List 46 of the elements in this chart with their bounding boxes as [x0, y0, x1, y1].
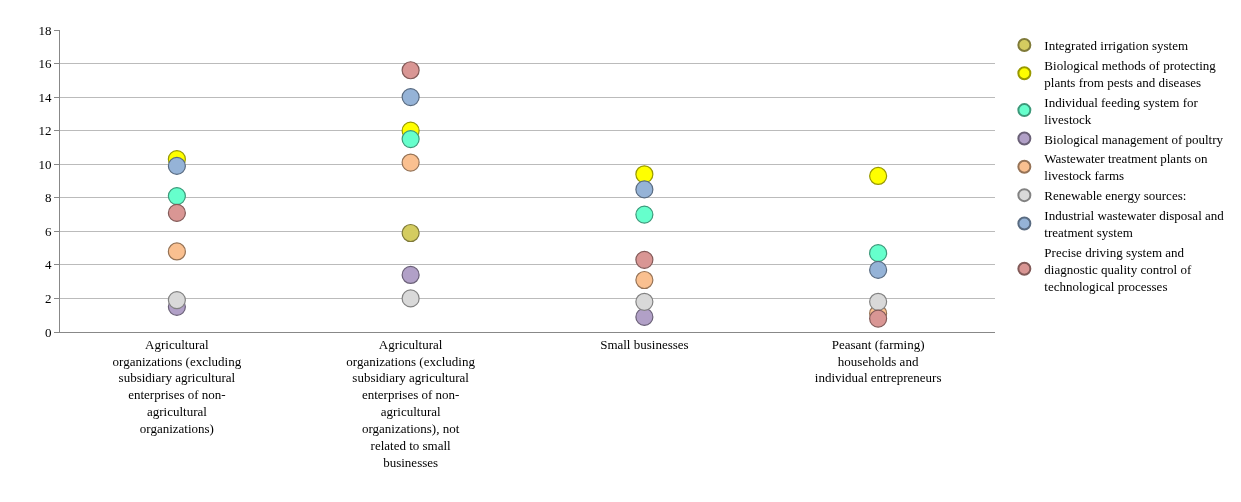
- point: [167, 291, 186, 310]
- y-tick-label: 14: [38, 89, 52, 105]
- point: [401, 61, 420, 80]
- y-tick-label: 6: [44, 223, 52, 239]
- point: [635, 307, 654, 326]
- point: [401, 265, 420, 285]
- x-tick-label: Agricultural organizations (excluding subsidiary agricultural enterprises of non-agricultural organizations): [112, 336, 242, 437]
- y-tick-label: 8: [44, 190, 52, 206]
- legend-label: Industrial wastewater disposal and treatment system: [1044, 208, 1225, 241]
- point: [635, 165, 654, 184]
- x-tick-label: Agricultural organizations (excluding subsidiary agricultural enterprises of non-agricultural organizations), not related to small businesses: [346, 336, 476, 470]
- point: [635, 292, 654, 311]
- point: [167, 156, 186, 175]
- y-tick-label: 2: [44, 290, 52, 306]
- point: [167, 187, 186, 206]
- legend-label: Biological management of poultry: [1044, 131, 1224, 147]
- point: [869, 244, 888, 263]
- point: [401, 223, 420, 243]
- legend-label: Biological methods of protecting plants from pests and diseases: [1044, 57, 1217, 90]
- y-tick-label: 0: [44, 324, 52, 340]
- y-tick-label: 4: [44, 257, 52, 273]
- legend-label: Wastewater treatment plants on livestock farms: [1044, 151, 1209, 184]
- x-tick-label: Small businesses: [600, 336, 689, 352]
- y-tick-label: 10: [38, 156, 52, 172]
- point: [869, 260, 888, 280]
- point: [401, 153, 420, 172]
- point: [401, 289, 420, 308]
- point: [401, 129, 420, 149]
- point: [869, 309, 888, 328]
- point: [635, 250, 654, 269]
- point: [635, 205, 654, 224]
- legend-label: Integrated irrigation system: [1044, 38, 1189, 54]
- y-tick-label: 12: [38, 123, 52, 139]
- x-tick-label: Peasant (farming) households and individual entrepreneurs: [814, 336, 942, 386]
- point: [635, 180, 654, 199]
- y-tick-label: 16: [38, 56, 52, 72]
- point: [167, 242, 186, 261]
- point: [635, 270, 654, 290]
- legend-label: Renewable energy sources:: [1044, 188, 1187, 204]
- point: [869, 292, 888, 311]
- point: [401, 88, 420, 107]
- legend-label: Precise driving system and diagnostic quality control of technological processes: [1044, 244, 1192, 294]
- legend-label: Individual feeding system for livestock: [1044, 94, 1199, 127]
- y-tick-label: 18: [38, 22, 52, 38]
- point: [869, 166, 888, 186]
- point: [167, 203, 186, 222]
